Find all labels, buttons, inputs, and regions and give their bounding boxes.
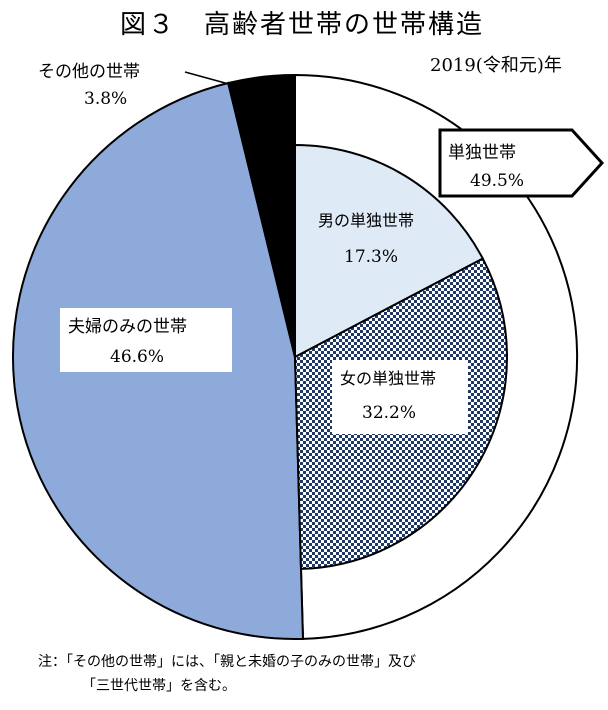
label-male-single: 男の単独世帯: [318, 211, 414, 230]
other-leader-line: [184, 71, 237, 87]
value-single: 49.5%: [470, 171, 524, 191]
value-couple: 46.6%: [110, 347, 164, 367]
label-single: 単独世帯: [448, 143, 516, 163]
note-line-2: 「三世代世帯」を含む。: [82, 678, 236, 694]
note-line-1: 注：「その他の世帯」には、「親と未婚の子のみの世帯」及び: [38, 654, 416, 670]
couple-label-box: [60, 308, 232, 372]
value-other: 3.8%: [84, 89, 127, 109]
chart-subtitle: 2019(令和元)年: [430, 55, 562, 76]
label-other: その他の世帯: [38, 62, 140, 82]
chart-title: 図３ 高齢者世帯の世帯構造: [120, 10, 484, 40]
label-couple: 夫婦のみの世帯: [68, 317, 187, 337]
female-label-box: [332, 360, 468, 434]
label-female-single: 女の単独世帯: [340, 369, 436, 388]
value-male-single: 17.3%: [344, 247, 398, 267]
single-household-callout: [438, 128, 605, 198]
value-female-single: 32.2%: [362, 403, 416, 423]
inner-slice-0: [294, 143, 485, 359]
outer-slice-2: [227, 73, 296, 358]
